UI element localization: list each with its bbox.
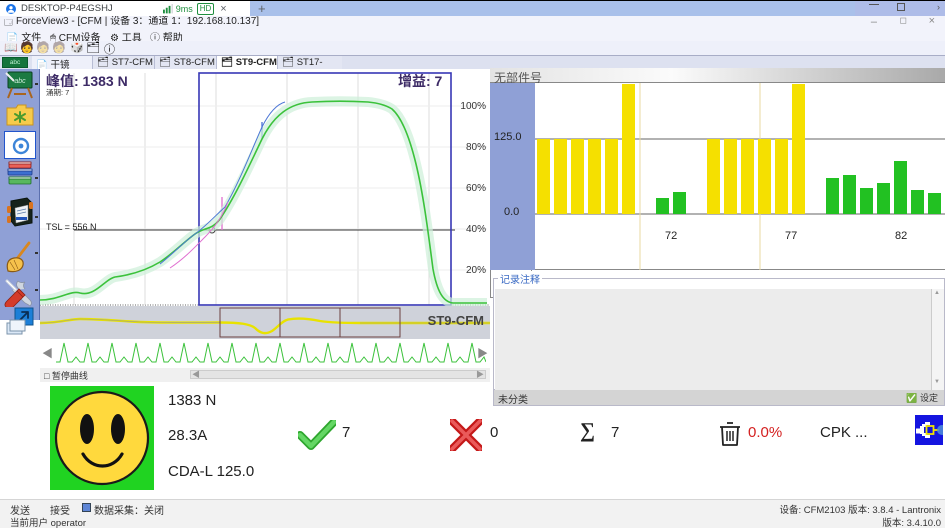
svg-text:abc: abc: [14, 78, 26, 85]
